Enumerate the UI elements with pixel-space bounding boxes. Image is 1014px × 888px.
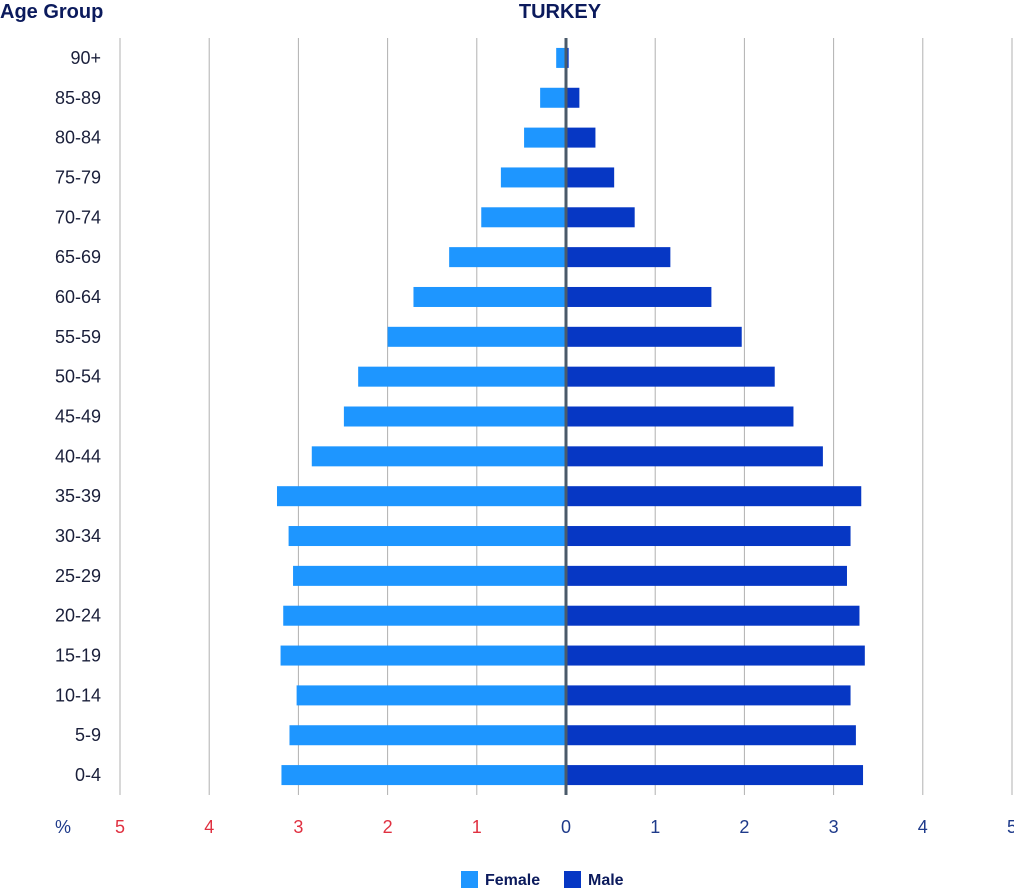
bar-male [566,565,847,586]
category-label: 75-79 [55,167,101,187]
category-label: 60-64 [55,287,101,307]
bar-male [566,406,794,427]
x-tick-label: 4 [918,817,928,837]
bar-male [566,765,864,786]
bar-female [281,765,566,786]
bar-female [293,565,566,586]
bar-male [566,87,580,108]
legend-swatch-male [564,871,581,888]
bar-female [289,725,566,746]
bar-female [449,247,566,268]
bar-female [296,685,566,706]
bar-female [540,87,566,108]
bar-male [566,605,860,626]
x-tick-label: 5 [1007,817,1014,837]
category-label: 45-49 [55,407,101,427]
x-tick-labels: 5 4 3 2 1 0 1 2 3 4 5 [115,817,1014,837]
category-label: 40-44 [55,446,101,466]
bar-male [566,207,635,228]
category-labels: 0-4 5-9 10-14 15-19 20-24 25-29 30-34 35-39 40-4… [55,48,101,785]
bar-female [311,446,566,467]
category-label: 25-29 [55,566,101,586]
bar-male [566,286,712,307]
bar-female [280,645,566,666]
y-axis-title: Age Group [0,1,103,23]
x-tick-label: 5 [115,817,125,837]
legend-label-male: Male [588,872,624,888]
x-tick-label: 2 [383,817,393,837]
x-tick-label: 3 [293,817,303,837]
category-label: 0-4 [75,765,101,785]
chart-title: TURKEY [519,1,602,23]
bars [276,47,865,786]
x-tick-label: 1 [472,817,482,837]
bar-female [387,326,566,347]
bar-male [566,326,742,347]
category-label: 35-39 [55,486,101,506]
x-tick-label: 3 [829,817,839,837]
x-tick-label: 1 [650,817,660,837]
x-tick-label: 2 [739,817,749,837]
bar-female [288,526,566,547]
category-label: 30-34 [55,526,101,546]
legend-swatch-female [461,871,478,888]
category-label: 50-54 [55,367,101,387]
category-label: 65-69 [55,247,101,267]
bar-male [566,526,851,547]
bar-female [524,127,566,148]
category-label: 80-84 [55,128,101,148]
category-label: 20-24 [55,606,101,626]
x-axis-unit-label: % [55,817,71,837]
bar-male [566,366,775,387]
bar-female [358,366,566,387]
bar-female [276,486,566,507]
bar-male [566,486,862,507]
bar-female [343,406,566,427]
bar-female [413,286,566,307]
bar-male [566,446,823,467]
legend: Female Male [461,871,624,888]
bar-female [283,605,566,626]
x-tick-label: 0 [561,817,571,837]
x-tick-label: 4 [204,817,214,837]
bar-male [566,127,596,148]
category-label: 5-9 [75,725,101,745]
category-label: 10-14 [55,685,101,705]
bar-male [566,247,671,268]
category-label: 70-74 [55,207,101,227]
category-label: 15-19 [55,646,101,666]
bar-male [566,725,856,746]
category-label: 55-59 [55,327,101,347]
category-label: 90+ [70,48,101,68]
bar-female [500,167,566,188]
bar-male [566,685,851,706]
bar-male [566,645,865,666]
legend-label-female: Female [485,872,540,888]
category-label: 85-89 [55,88,101,108]
bar-male [566,167,615,188]
bar-female [481,207,566,228]
bar-female [556,47,566,68]
